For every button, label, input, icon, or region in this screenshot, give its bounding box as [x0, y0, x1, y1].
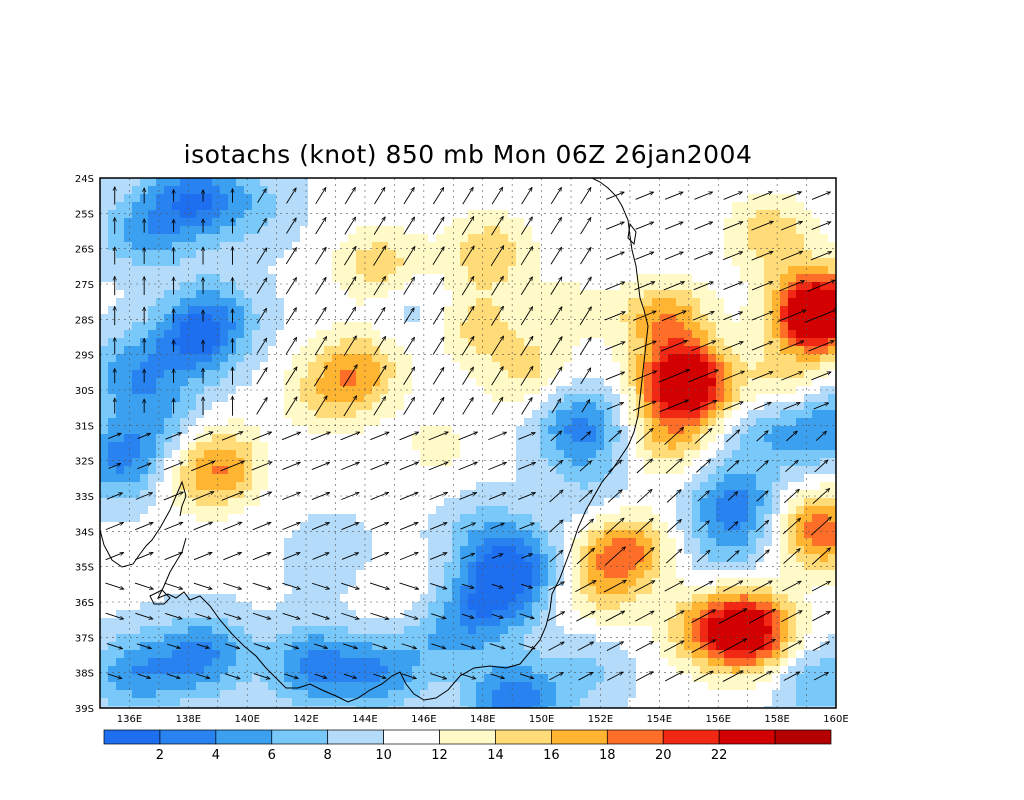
colorbar-swatch: [551, 729, 608, 745]
colorbar-swatch: [495, 729, 552, 745]
lon-label: 140E: [234, 714, 259, 725]
lat-label: 26S: [75, 245, 94, 256]
lon-label: 144E: [352, 714, 377, 725]
colorbar-swatch: [774, 729, 832, 745]
colorbar-swatch: [215, 729, 273, 745]
lon-label: 146E: [411, 714, 436, 725]
lat-label: 32S: [75, 457, 94, 468]
lon-label: 154E: [647, 714, 672, 725]
lon-label: 158E: [764, 714, 789, 725]
lat-label: 29S: [75, 351, 94, 362]
lon-label: 156E: [706, 714, 731, 725]
lat-label: 36S: [75, 598, 94, 609]
longitude-labels: 136E 138E 140E 142E 144E 146E 148E 150E 152E 154E…: [117, 714, 849, 725]
colorbar-label: 8: [324, 748, 332, 763]
lat-label: 38S: [75, 669, 94, 680]
colorbar-label: 16: [543, 748, 560, 763]
lon-label: 136E: [117, 714, 142, 725]
lon-label: 150E: [529, 714, 554, 725]
map-title: isotachs (knot) 850 mb Mon 06Z 26jan2004: [183, 140, 753, 169]
lat-label: 27S: [75, 280, 94, 291]
colorbar-swatch: [718, 729, 776, 745]
plot-frame: [99, 177, 837, 709]
colorbar-swatch: [439, 729, 496, 745]
wind-speed-field: [100, 178, 836, 708]
colorbar-label: 20: [655, 748, 672, 763]
lat-label: 28S: [75, 315, 94, 326]
lat-lon-gridlines: [100, 178, 837, 708]
latitude-labels: 24S 25S 26S 27S 28S 29S 30S 31S 32S 33S 34S 35S 36S 3…: [75, 174, 94, 715]
colorbar-label: 6: [268, 748, 276, 763]
colorbar-swatch: [159, 729, 217, 745]
colorbar-label: 22: [711, 748, 728, 763]
colorbar-label: 18: [599, 748, 616, 763]
lat-label: 37S: [75, 633, 94, 644]
lat-label: 33S: [75, 492, 94, 503]
lon-label: 160E: [823, 714, 848, 725]
colorbar-label: 10: [375, 748, 392, 763]
colorbar-swatch: [383, 729, 440, 745]
colorbar-swatch: [271, 729, 329, 745]
lat-label: 39S: [75, 704, 94, 715]
wind-vectors: [105, 187, 836, 682]
colorbar-swatch: [606, 729, 664, 745]
lat-label: 30S: [75, 386, 94, 397]
colorbar-swatch: [662, 729, 720, 745]
lat-label: 25S: [75, 209, 94, 220]
colorbar-label: 4: [212, 748, 220, 763]
colorbar-label: 2: [156, 748, 164, 763]
colorbar-swatch: [103, 729, 161, 745]
colorbar-label: 14: [487, 748, 504, 763]
lat-label: 31S: [75, 421, 94, 432]
lat-label: 34S: [75, 527, 94, 538]
lon-label: 142E: [293, 714, 318, 725]
lon-label: 138E: [176, 714, 201, 725]
lon-label: 148E: [470, 714, 495, 725]
lat-label: 24S: [75, 174, 94, 185]
colorbar-swatch: [327, 729, 384, 745]
coastline: [100, 178, 649, 703]
lon-label: 152E: [588, 714, 613, 725]
lat-label: 35S: [75, 563, 94, 574]
colorbar-label: 12: [431, 748, 448, 763]
colorbar: 2 4 6 8 10 12 14 16 18 20 22: [103, 729, 832, 763]
